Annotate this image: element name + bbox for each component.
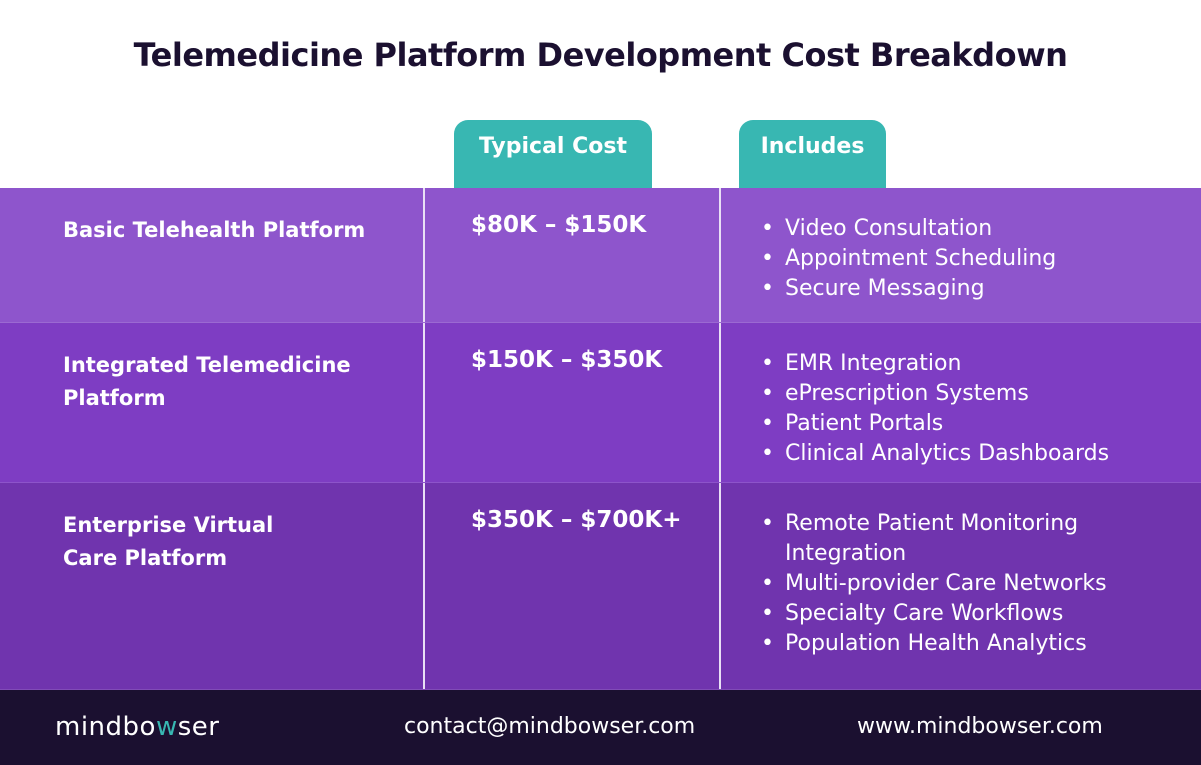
table-row: Enterprise Virtual Care Platform $350K –…: [0, 483, 1201, 690]
header-includes: Includes: [739, 120, 886, 190]
typical-cost: $350K – $700K+: [423, 483, 721, 689]
typical-cost: $150K – $350K: [423, 323, 721, 482]
includes-list: Remote Patient Monitoring IntegrationMul…: [721, 483, 1201, 689]
platform-name: Basic Telehealth Platform: [63, 218, 366, 242]
include-item: Remote Patient Monitoring Integration: [761, 509, 1141, 569]
website-link[interactable]: www.mindbowser.com: [857, 714, 1103, 739]
mindbowser-logo: mindbowser: [55, 712, 220, 742]
page-title: Telemedicine Platform Development Cost B…: [133, 36, 1068, 74]
include-item: Patient Portals: [761, 409, 1201, 439]
platform-name: Integrated Telemedicine Platform: [63, 353, 351, 410]
include-item: EMR Integration: [761, 349, 1201, 379]
include-item: Population Health Analytics: [761, 629, 1141, 659]
table-row: Basic Telehealth Platform $80K – $150K V…: [0, 188, 1201, 323]
include-item: Appointment Scheduling: [761, 244, 1201, 274]
include-item: ePrescription Systems: [761, 379, 1201, 409]
include-item: Video Consultation: [761, 214, 1201, 244]
include-item: Secure Messaging: [761, 274, 1201, 304]
platform-name: Enterprise Virtual Care Platform: [63, 513, 274, 570]
header-typical-cost: Typical Cost: [454, 120, 652, 190]
includes-list: EMR IntegrationePrescription SystemsPati…: [721, 323, 1201, 482]
footer: mindbowser contact@mindbowser.com www.mi…: [0, 690, 1201, 765]
include-item: Multi-provider Care Networks: [761, 569, 1141, 599]
contact-email[interactable]: contact@mindbowser.com: [404, 714, 696, 739]
include-item: Specialty Care Workflows: [761, 599, 1141, 629]
table-row: Integrated Telemedicine Platform $150K –…: [0, 323, 1201, 483]
includes-list: Video ConsultationAppointment Scheduling…: [721, 188, 1201, 322]
include-item: Clinical Analytics Dashboards: [761, 439, 1201, 469]
typical-cost: $80K – $150K: [423, 188, 721, 322]
